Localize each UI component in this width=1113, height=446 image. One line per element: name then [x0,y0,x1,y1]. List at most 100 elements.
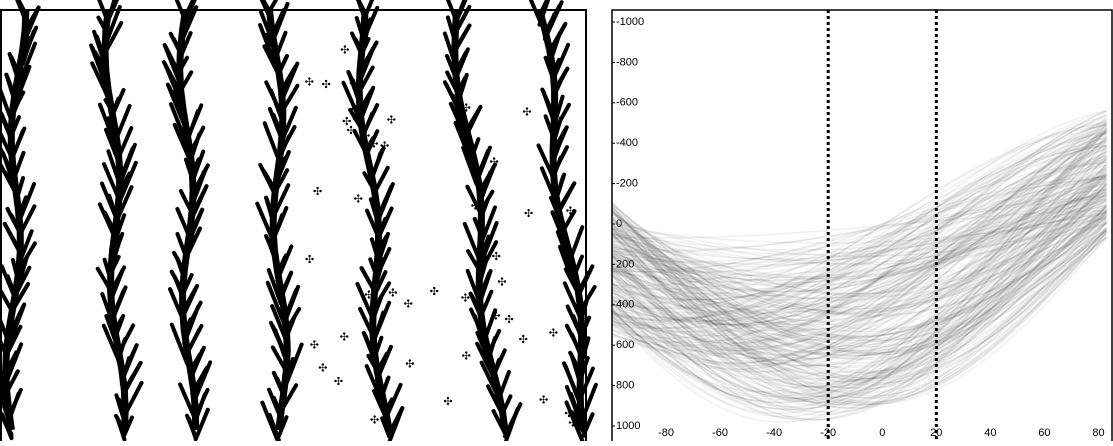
leaf [269,88,285,125]
hough-curve [611,176,1108,337]
hough-curve [611,142,1107,310]
hough-curve [611,123,1107,326]
leaf [106,116,118,136]
leaf [445,0,459,24]
weed: ✣ [505,314,514,326]
leaf [528,0,542,22]
hough-curve [611,144,1107,326]
leaf [379,375,391,399]
hough-curve [611,213,1108,352]
hough-curve [611,174,1107,307]
weed: ✣ [404,298,413,310]
hough-curve [611,157,1107,301]
hough-curve [611,216,1107,265]
hough-curve [611,131,1107,342]
x-tick-label: 20 [930,427,942,439]
leaf [262,44,281,77]
hough-curve [611,209,1108,352]
hough-curve [611,180,1108,367]
hough-curve [611,179,1107,331]
leaf [20,25,39,62]
leaf [371,293,384,322]
leaf [372,388,388,419]
x-tick-label: 0 [879,427,885,439]
leaf [271,183,291,219]
leaf [469,307,486,339]
hough-curve [611,216,1107,295]
hough-curve [611,186,1107,317]
leaf [564,323,584,357]
hough-curve [611,211,1108,409]
weed: ✣ [352,114,361,126]
leaf [445,70,460,96]
weed: ✣ [364,290,373,302]
hough-curve [611,144,1107,308]
leaf [375,344,393,382]
leaf [6,304,26,339]
hough-curve [611,119,1107,349]
hough-curve [611,164,1107,295]
leaf [3,342,24,386]
leaf [187,132,202,165]
leaf [104,313,117,342]
hough-curve [611,222,1107,258]
leaf [490,357,501,379]
leaf [99,181,120,225]
hough-curve [611,129,1108,404]
hough-curve [611,134,1107,352]
hough-curve [611,191,1107,293]
hough-curve [611,110,1107,355]
weed: ✣ [519,334,528,346]
hough-curve [611,193,1107,265]
leaf [552,94,565,126]
weed: ✣ [471,201,480,213]
leaf [4,73,18,101]
leaf [448,101,469,142]
hough-curve [611,147,1108,397]
hough-curve [611,158,1108,362]
hough-curve [611,217,1108,361]
leaf [273,30,288,62]
leaf [556,181,577,213]
leaf [112,313,126,341]
hough-curve [611,205,1108,393]
leaf [18,229,34,263]
hough-curve [611,176,1108,360]
leaf [543,114,556,141]
weed: ✣ [568,417,577,429]
leaf [16,181,37,226]
hough-curve [611,189,1107,326]
weed: ✣ [340,332,349,344]
hough-curve [611,122,1108,423]
leaf [551,125,569,161]
hough-curve [611,196,1108,383]
leaf [109,96,121,119]
leaf [117,171,132,194]
leaf [341,80,362,122]
hough-curve [611,150,1107,333]
leaf [461,145,479,187]
hough-curve [611,203,1107,280]
hough-curve [611,177,1107,313]
y-tick-label: -1000 [616,16,644,28]
weed: ✣ [349,78,358,90]
hough-curve [611,172,1107,315]
hough-curve [611,128,1107,333]
leaf [103,4,122,46]
hough-curve [611,145,1107,326]
hough-curve [611,140,1108,411]
hough-curve [611,204,1108,380]
hough-curve [611,150,1107,341]
hough-curve [611,145,1107,314]
leaf [5,206,23,236]
leaf [474,145,492,185]
leaf [552,174,566,205]
weed: ✣ [321,79,330,91]
leaf [346,70,362,104]
axes: -1000-800-600-400-20002004006008001000-8… [612,10,1105,446]
hough-curve [611,206,1107,315]
leaf [263,32,278,53]
leaf [117,160,138,204]
leaf [284,357,295,384]
hough-curve [611,193,1108,360]
